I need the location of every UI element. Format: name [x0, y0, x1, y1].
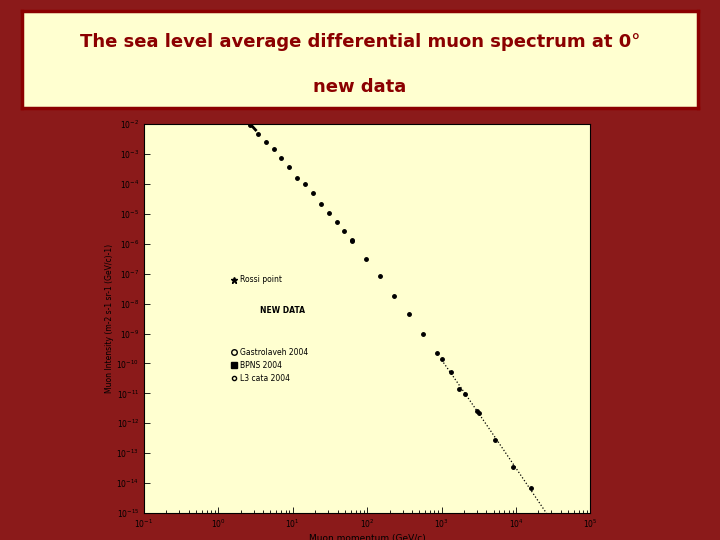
Legend: Gastrolaveh 2004, BPNS 2004, L3 cata 2004: Gastrolaveh 2004, BPNS 2004, L3 cata 200… [228, 345, 312, 386]
Text: NEW DATA: NEW DATA [260, 306, 305, 315]
Y-axis label: Muon Intensity (m-2 s-1 sr-1 (GeV/c)-1): Muon Intensity (m-2 s-1 sr-1 (GeV/c)-1) [104, 244, 114, 393]
X-axis label: Muon momentum (GeV/c): Muon momentum (GeV/c) [309, 535, 426, 540]
Text: new data: new data [313, 78, 407, 96]
Text: The sea level average differential muon spectrum at 0°: The sea level average differential muon … [80, 33, 640, 51]
